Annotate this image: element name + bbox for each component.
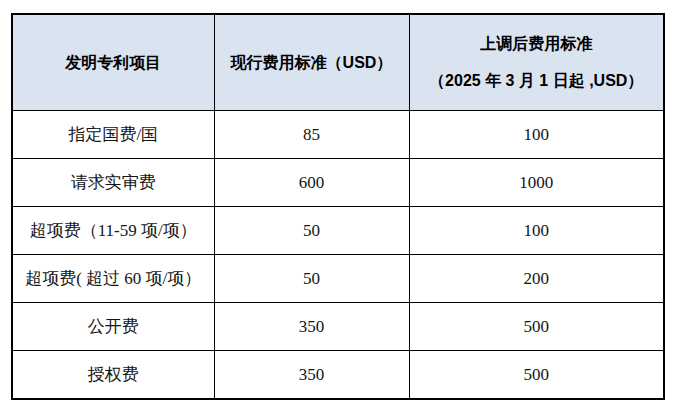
adjusted-fee-cell: 200 xyxy=(409,255,664,303)
table-row: 超项费（11-59 项/项） 50 100 xyxy=(12,207,664,255)
current-fee-cell: 350 xyxy=(214,351,409,400)
fee-item-cell: 指定国费/国 xyxy=(12,111,214,159)
table-row: 请求实审费 600 1000 xyxy=(12,159,664,207)
adjusted-fee-cell: 1000 xyxy=(409,159,664,207)
table-row: 超项费( 超过 60 项/项） 50 200 xyxy=(12,255,664,303)
current-fee-cell: 600 xyxy=(214,159,409,207)
current-fee-cell: 50 xyxy=(214,255,409,303)
patent-fee-table: 发明专利项目 现行费用标准（USD） 上调后费用标准 （2025 年 3 月 1… xyxy=(11,13,665,400)
table-row: 指定国费/国 85 100 xyxy=(12,111,664,159)
column-header-current-fee: 现行费用标准（USD） xyxy=(214,14,409,111)
adjusted-fee-cell: 100 xyxy=(409,207,664,255)
current-fee-cell: 350 xyxy=(214,303,409,351)
table-row: 公开费 350 500 xyxy=(12,303,664,351)
fee-item-cell: 请求实审费 xyxy=(12,159,214,207)
column-header-adjusted-fee-subtitle: （2025 年 3 月 1 日起 ,USD） xyxy=(414,71,660,91)
current-fee-cell: 85 xyxy=(214,111,409,159)
adjusted-fee-cell: 100 xyxy=(409,111,664,159)
column-header-adjusted-fee: 上调后费用标准 （2025 年 3 月 1 日起 ,USD） xyxy=(409,14,664,111)
adjusted-fee-cell: 500 xyxy=(409,351,664,400)
adjusted-fee-cell: 500 xyxy=(409,303,664,351)
fee-item-cell: 授权费 xyxy=(12,351,214,400)
table-row: 授权费 350 500 xyxy=(12,351,664,400)
column-header-current-fee-label: 现行费用标准（USD） xyxy=(231,54,393,71)
column-header-adjusted-fee-title: 上调后费用标准 xyxy=(414,34,660,54)
header-row: 发明专利项目 现行费用标准（USD） 上调后费用标准 （2025 年 3 月 1… xyxy=(12,14,664,111)
current-fee-cell: 50 xyxy=(214,207,409,255)
page: 发明专利项目 现行费用标准（USD） 上调后费用标准 （2025 年 3 月 1… xyxy=(0,0,673,416)
fee-item-cell: 超项费( 超过 60 项/项） xyxy=(12,255,214,303)
fee-item-cell: 公开费 xyxy=(12,303,214,351)
column-header-invention-item-label: 发明专利项目 xyxy=(65,54,161,71)
fee-item-cell: 超项费（11-59 项/项） xyxy=(12,207,214,255)
column-header-invention-item: 发明专利项目 xyxy=(12,14,214,111)
